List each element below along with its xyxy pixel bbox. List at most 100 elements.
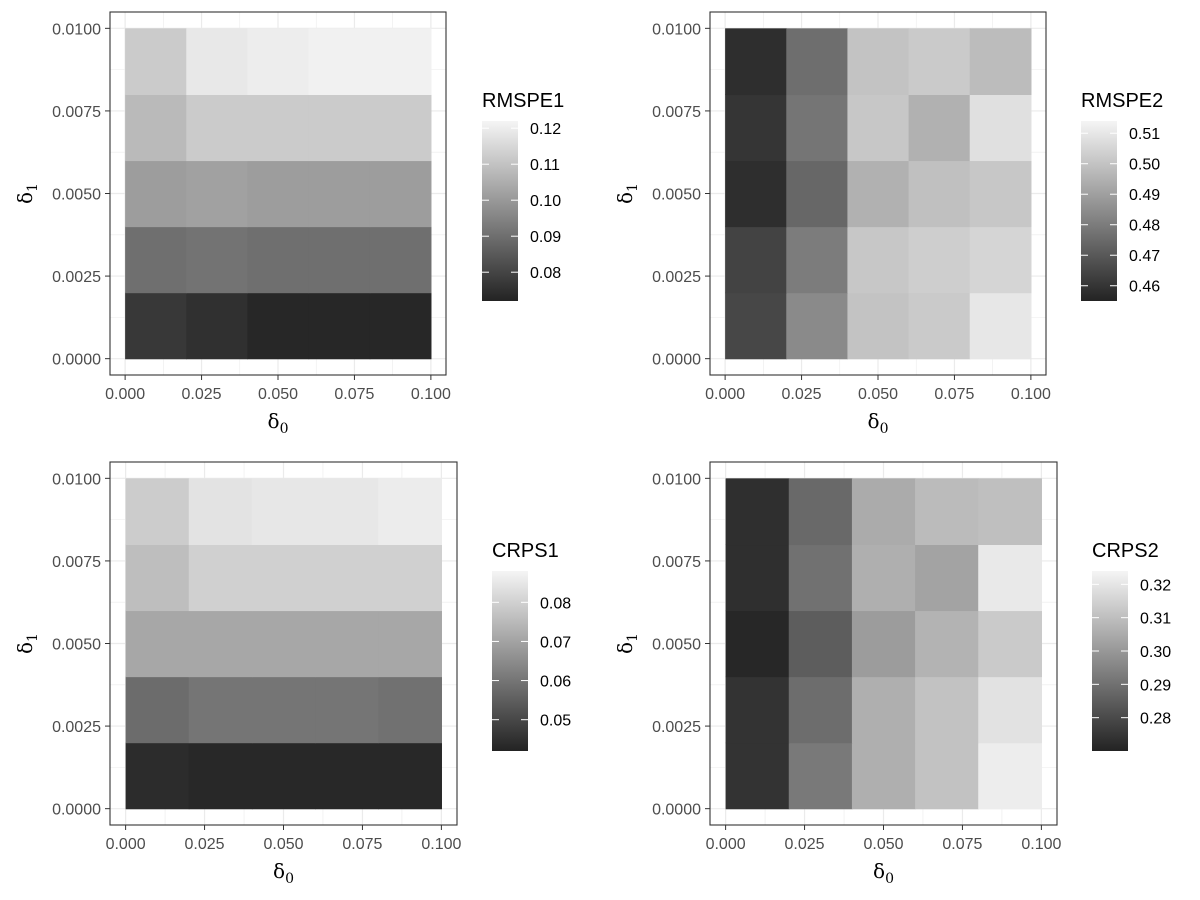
y-axis-title: δ1 [13,633,41,654]
y-tick-label: 0.0000 [652,802,701,819]
legend-label: 0.28 [1140,711,1171,728]
heatmap-tile [908,28,971,96]
legend: RMSPE2 0.46 0.47 0.48 0.49 0.50 0.51 [1081,90,1163,301]
legend-label: 0.08 [530,265,561,282]
legend-label: 0.05 [540,713,571,730]
heatmap-tile [915,478,979,546]
y-tick-label: 0.0050 [52,637,101,654]
heatmap-tile [308,94,371,162]
heatmap-tile [188,742,253,810]
heatmap-tile [369,160,432,228]
heatmap-tile [247,28,310,96]
heatmap-tile [847,292,910,360]
x-tick-label: 0.100 [1021,836,1061,853]
legend-label: 0.48 [1129,218,1160,235]
heatmap-tile [251,544,316,612]
x-tick-label: 0.075 [942,836,982,853]
heatmap-tile [788,676,853,744]
legend-label: 0.06 [540,674,571,691]
heatmap-tile [308,292,371,360]
heatmap-tile [915,544,979,612]
x-tick-label: 0.075 [934,386,974,403]
heatmap-panel-1: 0.000 0.025 0.050 0.075 0.100 0.0000 0.0025 0.0… [13,11,564,437]
legend: CRPS2 0.28 0.29 0.30 0.31 0.32 [1092,540,1171,751]
heatmap-tile [851,742,916,810]
heatmap-tile [315,610,379,678]
heatmap-tile [125,160,187,228]
heatmap-tile [851,676,916,744]
legend-label: 0.08 [540,595,571,612]
y-tick-label: 0.0025 [652,269,701,286]
heatmap-tile [186,226,249,294]
legend-label: 0.29 [1140,677,1171,694]
x-axis-title: δ0 [268,409,289,437]
heatmap-tile [315,742,379,810]
heatmap-tile [725,292,787,360]
heatmap-tile [378,742,442,810]
y-tick-label: 0.0050 [652,187,701,204]
heatmap-tile [969,226,1032,294]
y-tick-label: 0.0075 [52,554,101,571]
x-tick-label: 0.050 [863,836,903,853]
y-tick-label: 0.0075 [652,554,701,571]
legend-label: 0.12 [530,121,561,138]
heatmap-tiles [125,28,432,360]
heatmap-tile [369,292,432,360]
x-tick-label: 0.050 [858,386,898,403]
heatmap-tile [725,160,787,228]
heatmap-tile [725,610,790,678]
legend-label: 0.49 [1129,187,1160,204]
y-axis-title: δ1 [613,183,641,204]
legend-label: 0.32 [1140,577,1171,594]
heatmap-tile [725,676,790,744]
heatmap-tile [125,28,187,96]
x-tick-label: 0.000 [105,386,145,403]
heatmap-tile [186,292,249,360]
y-axis-title: δ1 [613,633,641,654]
heatmap-tile [978,610,1042,678]
heatmap-tile [378,478,442,546]
heatmap-tile [125,478,190,546]
x-tick-label: 0.025 [785,836,825,853]
legend: RMSPE1 0.08 0.09 0.10 0.11 0.12 [482,90,564,301]
heatmap-tile [915,676,979,744]
legend: CRPS1 0.05 0.06 0.07 0.08 [492,540,571,751]
heatmap-tile [786,94,849,162]
heatmap-tile [251,610,316,678]
heatmap-tile [186,28,249,96]
legend-label: 0.07 [540,634,571,651]
heatmap-tile [247,292,310,360]
heatmap-tile [978,742,1042,810]
x-axis-title: δ0 [868,409,889,437]
heatmap-tile [847,160,910,228]
heatmap-tile [251,478,316,546]
y-tick-label: 0.0025 [52,719,101,736]
x-tick-label: 0.050 [263,836,303,853]
heatmap-tile [725,94,787,162]
heatmap-tile [725,28,787,96]
y-tick-label: 0.0100 [652,21,701,38]
heatmap-tiles [725,478,1042,810]
y-tick-label: 0.0000 [652,352,701,369]
heatmap-tile [125,676,190,744]
heatmap-panel-4: 0.000 0.025 0.050 0.075 0.100 0.0000 0.0025 0.0… [613,461,1171,887]
x-tick-label: 0.075 [334,386,374,403]
y-tick-label: 0.0025 [652,719,701,736]
x-axis-title: δ0 [873,859,894,887]
legend-title: RMSPE1 [482,90,564,112]
heatmap-tile [978,676,1042,744]
heatmap-tile [125,94,187,162]
x-tick-label: 0.100 [421,836,461,853]
heatmap-tile [847,94,910,162]
heatmap-tile [369,28,432,96]
heatmap-tile [378,676,442,744]
x-tick-label: 0.025 [185,836,225,853]
heatmap-tile [788,610,853,678]
x-tick-label: 0.050 [258,386,298,403]
heatmap-tile [851,544,916,612]
heatmap-tiles [125,478,442,810]
heatmap-tile [969,94,1032,162]
legend-title: CRPS1 [492,540,559,562]
heatmap-tile [786,226,849,294]
heatmap-tile [315,676,379,744]
